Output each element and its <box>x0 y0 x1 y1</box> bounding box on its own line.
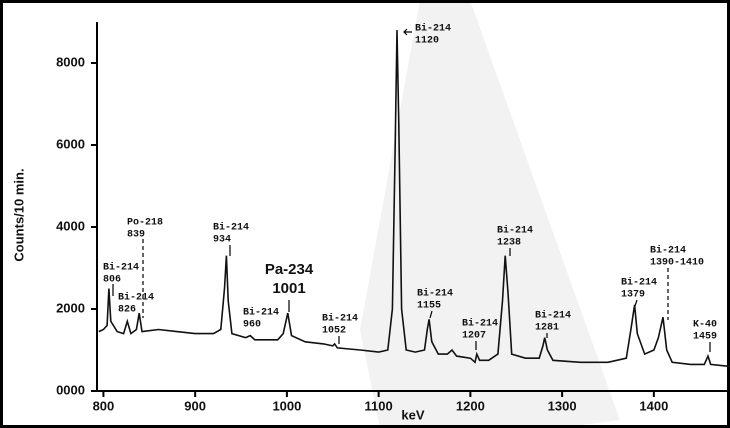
annotation-label: Bi-214 <box>213 222 249 234</box>
annotation-label: Bi-214 <box>650 245 686 257</box>
annotation-label: 826 <box>118 305 136 316</box>
annotation-label: Bi-214 <box>118 292 154 304</box>
annotation-label: 806 <box>103 275 121 286</box>
annotation-arrow <box>635 300 637 306</box>
annotation-label: 1001 <box>272 280 305 297</box>
annotation-label: Bi-214 <box>535 310 571 322</box>
x-tick-label: 1300 <box>548 398 577 413</box>
x-tick-label: 1000 <box>272 398 301 413</box>
x-axis-label: keV <box>401 407 424 422</box>
annotation-label: Po-218 <box>127 218 163 229</box>
annotation-label: Pa-234 <box>265 261 314 278</box>
x-tick-label: 1200 <box>456 398 485 413</box>
annotation-label: 1390-1410 <box>650 258 704 269</box>
annotation-label: Bi-214 <box>417 288 453 300</box>
annotation-label: 1238 <box>497 238 521 249</box>
y-tick-label: 4000 <box>56 218 85 233</box>
y-tick-label: 8000 <box>56 54 85 69</box>
annotation-label: Bi-214 <box>243 307 279 319</box>
chart: Counts/10 min. keV 0000 2000 4000 6000 8000 8… <box>0 0 730 428</box>
annotation-label: 1120 <box>415 36 439 47</box>
annotation-label: Bi-214 <box>497 225 533 237</box>
background-figure <box>360 0 620 428</box>
annotation-label: Bi-214 <box>415 23 451 35</box>
y-tick-label: 0000 <box>56 382 85 397</box>
annotation-label: 934 <box>213 235 231 246</box>
annotation-label: Bi-214 <box>322 313 358 325</box>
annotation-arrow <box>404 29 412 35</box>
annotation-label: 839 <box>127 230 145 241</box>
x-tick-label: 900 <box>184 398 206 413</box>
annotation-label: Bi-214 <box>621 277 657 289</box>
annotation-label: 1281 <box>535 323 559 334</box>
annotation-label: Bi-214 <box>462 318 498 330</box>
x-tick-label: 800 <box>93 398 115 413</box>
frame <box>2 2 729 427</box>
annotation-label: K-40 <box>693 320 717 331</box>
annotation-label: 1155 <box>417 301 441 312</box>
annotation-label: 1459 <box>693 332 717 343</box>
y-tick-label: 6000 <box>56 136 85 151</box>
x-tick-label: 1400 <box>639 398 668 413</box>
annotation-label: 960 <box>243 320 261 331</box>
annotation-label: 1207 <box>462 331 486 342</box>
y-tick-label: 2000 <box>56 300 85 315</box>
annotation-label: 1379 <box>621 290 645 301</box>
x-tick-label: 1100 <box>365 398 393 413</box>
annotation-label: 1052 <box>322 326 346 337</box>
annotation-label: Bi-214 <box>103 262 139 274</box>
y-axis-label: Counts/10 min. <box>11 168 26 261</box>
